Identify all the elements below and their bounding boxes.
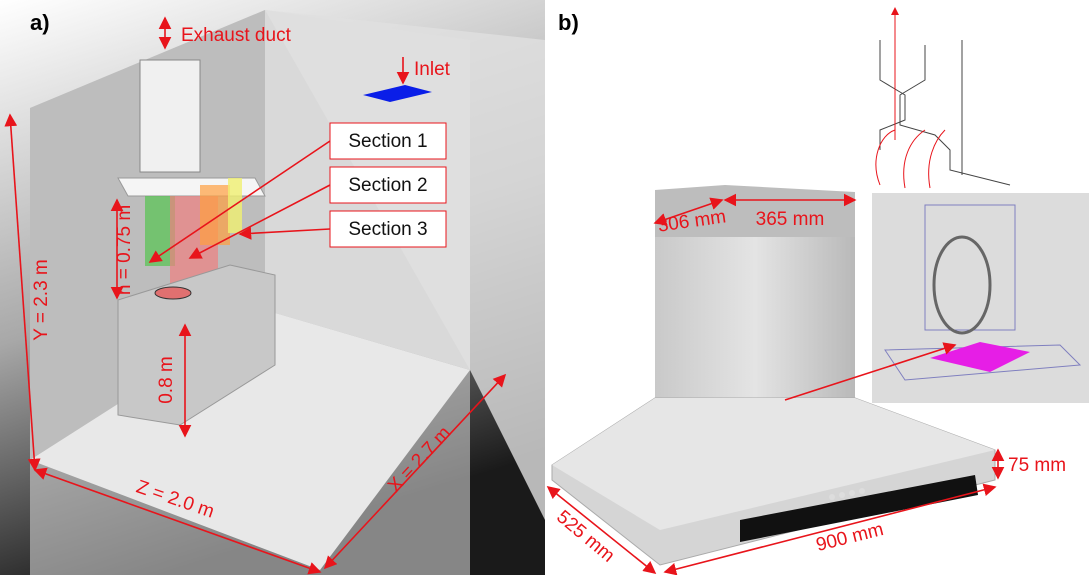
dimension-label: 365 mm: [756, 209, 825, 230]
panel-label: a): [30, 10, 50, 35]
section-label: Section 3: [348, 219, 427, 240]
dimension-label: 75 mm: [1008, 455, 1066, 476]
counter-label: 0.8 m: [156, 356, 177, 404]
panel-b: b) 306 mm 365 mm 75 mm 525 mm 900 mm: [548, 8, 1089, 573]
exhaust-label: Exhaust duct: [181, 25, 292, 46]
section-label: Section 1: [348, 131, 427, 152]
airflow-inset: [858, 8, 1018, 190]
figure: a) Exhaust duct Inlet Section 1 Section …: [0, 0, 1089, 575]
panel-label: b): [558, 10, 579, 35]
panel-a: a) Exhaust duct Inlet Section 1 Section …: [0, 0, 545, 575]
y-label: Y = 2.3 m: [31, 259, 52, 341]
inlet-label: Inlet: [414, 59, 451, 80]
h-label: h = 0.75 m: [114, 205, 135, 295]
fan-inset: [872, 193, 1089, 403]
section-label: Section 2: [348, 175, 427, 196]
